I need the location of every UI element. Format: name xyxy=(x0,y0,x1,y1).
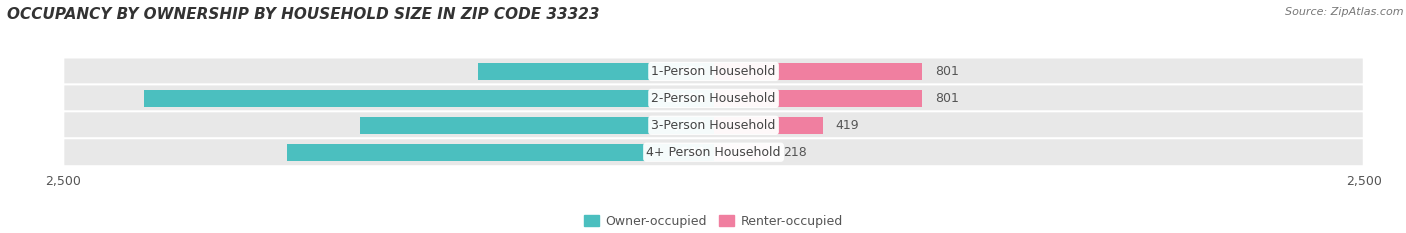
Legend: Owner-occupied, Renter-occupied: Owner-occupied, Renter-occupied xyxy=(579,210,848,233)
Bar xyxy=(713,63,922,80)
Text: 218: 218 xyxy=(783,146,807,159)
Text: Source: ZipAtlas.com: Source: ZipAtlas.com xyxy=(1285,7,1403,17)
Text: 2,191: 2,191 xyxy=(666,92,706,105)
FancyBboxPatch shape xyxy=(63,111,1364,139)
Text: 904: 904 xyxy=(679,65,706,78)
Bar xyxy=(713,90,922,107)
FancyBboxPatch shape xyxy=(63,138,1364,166)
Bar xyxy=(713,144,770,161)
Bar xyxy=(287,144,713,161)
Text: 1,641: 1,641 xyxy=(666,146,706,159)
FancyBboxPatch shape xyxy=(63,84,1364,112)
Text: 1,359: 1,359 xyxy=(666,119,706,132)
FancyBboxPatch shape xyxy=(63,58,1364,86)
Bar xyxy=(360,117,713,134)
Text: 419: 419 xyxy=(835,119,859,132)
Bar xyxy=(143,90,713,107)
Text: 801: 801 xyxy=(935,65,959,78)
Text: 2-Person Household: 2-Person Household xyxy=(651,92,776,105)
Text: 801: 801 xyxy=(935,92,959,105)
Text: OCCUPANCY BY OWNERSHIP BY HOUSEHOLD SIZE IN ZIP CODE 33323: OCCUPANCY BY OWNERSHIP BY HOUSEHOLD SIZE… xyxy=(7,7,599,22)
Text: 1-Person Household: 1-Person Household xyxy=(651,65,776,78)
Bar xyxy=(713,117,823,134)
Bar xyxy=(478,63,713,80)
Text: 4+ Person Household: 4+ Person Household xyxy=(647,146,780,159)
Text: 3-Person Household: 3-Person Household xyxy=(651,119,776,132)
